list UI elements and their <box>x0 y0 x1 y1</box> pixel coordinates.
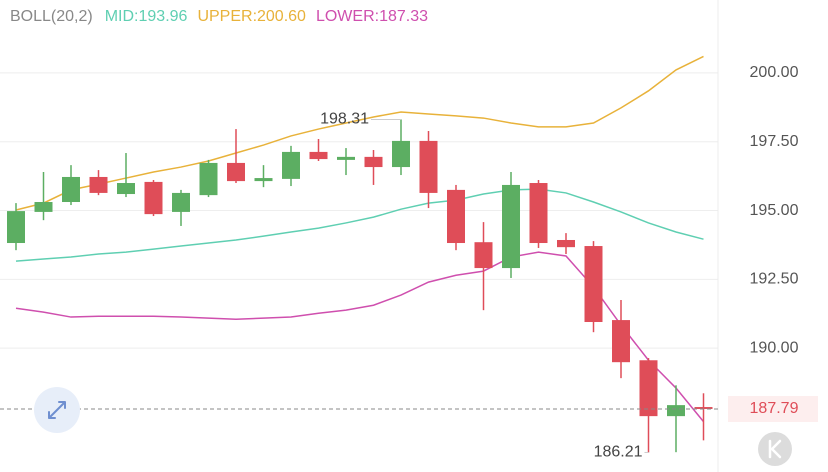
k-icon[interactable] <box>768 439 782 459</box>
max-label: 198.31 <box>320 111 369 128</box>
candle-body <box>172 192 190 212</box>
legend-entry: UPPER:200.60 <box>197 8 306 25</box>
candle-body <box>502 184 520 269</box>
candles <box>7 119 713 453</box>
k-button-bg[interactable] <box>758 432 792 466</box>
last-price-label: 187.79 <box>750 400 799 417</box>
candle-body <box>89 176 108 193</box>
candle-body <box>309 151 328 160</box>
candle-body <box>419 140 438 193</box>
candle-body <box>667 405 685 417</box>
candle-body <box>612 320 630 363</box>
candle-body <box>199 162 218 196</box>
candle-body <box>584 246 603 323</box>
y-tick-label: 197.50 <box>750 133 799 150</box>
k-button[interactable] <box>758 432 792 466</box>
grid: 190.00 192.50 195.00 197.50 200.00 <box>0 64 799 356</box>
y-tick-label: 200.00 <box>750 64 799 81</box>
candle-body <box>117 183 135 195</box>
candle-body <box>557 239 575 248</box>
candle-body <box>282 151 300 179</box>
candle-body <box>144 181 163 215</box>
y-tick-label: 195.00 <box>750 202 799 219</box>
expand-button[interactable] <box>34 387 80 433</box>
candle-body <box>694 407 713 409</box>
band-line <box>15 55 704 211</box>
candle-body <box>7 211 25 244</box>
legend: BOLL(20,2) <box>10 8 93 25</box>
expand-icon[interactable] <box>48 401 66 419</box>
legend-entry: MID:193.96 <box>105 8 188 25</box>
candle-body <box>529 183 548 244</box>
candle-body <box>392 140 410 168</box>
y-tick-label: 192.50 <box>750 271 799 288</box>
last-price-bg <box>728 395 818 422</box>
candle-body <box>639 360 658 417</box>
candle-body <box>474 242 493 269</box>
candle-body <box>62 176 80 203</box>
candle-body <box>337 156 355 160</box>
legend-indicator: BOLL(20,2) <box>10 8 93 25</box>
legend-entry: LOWER:187.33 <box>316 8 428 25</box>
band-line <box>15 188 704 262</box>
overlay: 198.31 186.21 187.79 <box>0 111 818 461</box>
y-tick-label: 190.00 <box>750 339 799 356</box>
candle-body <box>227 162 245 182</box>
min-label: 186.21 <box>594 444 643 461</box>
candle-body <box>447 189 465 244</box>
candle-body <box>254 178 273 182</box>
candle-body <box>34 202 53 212</box>
candle-body <box>364 156 383 168</box>
